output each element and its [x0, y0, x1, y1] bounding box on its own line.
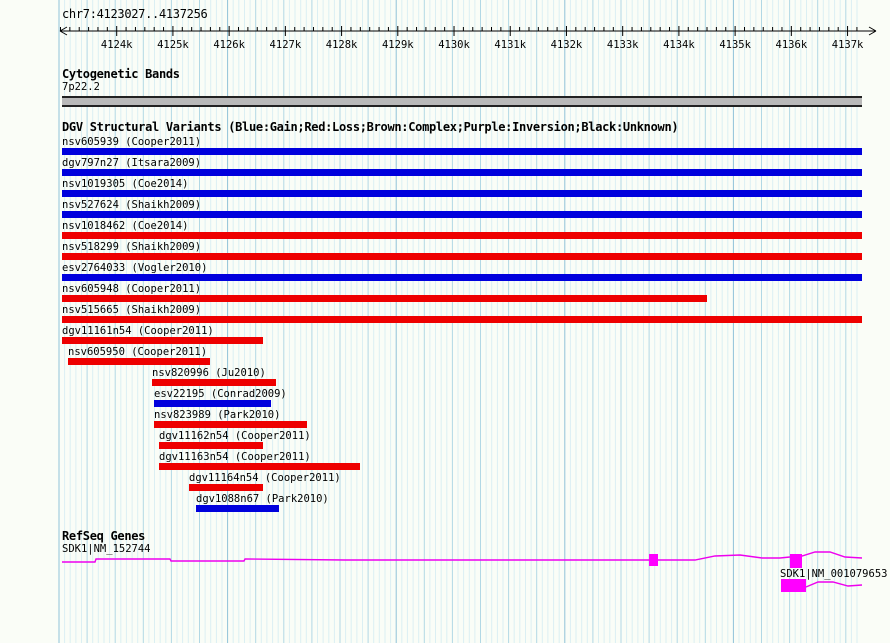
variant-label: dgv1088n67 (Park2010) [196, 493, 329, 505]
variant-label: nsv1019305 (Coe2014) [62, 178, 189, 190]
variant-bar[interactable] [62, 232, 862, 239]
refseq-heading: RefSeq Genes [62, 529, 146, 543]
variant-bar[interactable] [154, 400, 271, 407]
ruler-tick-label: 4133k [607, 39, 639, 51]
ruler-tick-label: 4126k [213, 39, 245, 51]
gene-model-line[interactable] [805, 581, 863, 588]
variant-label: nsv518299 (Shaikh2009) [62, 241, 202, 253]
ruler-tick-label: 4135k [719, 39, 751, 51]
variant-label: dgv11162n54 (Cooper2011) [159, 430, 311, 442]
variant-bar[interactable] [154, 421, 307, 428]
gene-exon[interactable] [649, 554, 658, 566]
variant-bar[interactable] [62, 169, 862, 176]
variant-label: nsv605948 (Cooper2011) [62, 283, 202, 295]
variant-label: dgv11163n54 (Cooper2011) [159, 451, 311, 463]
variant-label: esv22195 (Conrad2009) [154, 388, 287, 400]
ruler-tick-label: 4136k [776, 39, 808, 51]
ruler-tick-label: 4127k [270, 39, 302, 51]
variant-label: dgv11164n54 (Cooper2011) [189, 472, 341, 484]
dgv-heading: DGV Structural Variants (Blue:Gain;Red:L… [62, 120, 679, 134]
gene-label: SDK1|NM_001079653 [780, 568, 888, 580]
cytogenetic-bands-heading: Cytogenetic Bands [62, 67, 180, 81]
variant-bar[interactable] [152, 379, 276, 386]
variant-label: nsv605939 (Cooper2011) [62, 136, 202, 148]
variant-bar[interactable] [62, 337, 263, 344]
variant-bar[interactable] [62, 295, 707, 302]
ruler-tick-label: 4125k [157, 39, 189, 51]
left-arrow-icon [59, 26, 68, 36]
ruler-tick-label: 4137k [832, 39, 864, 51]
position-title: chr7:4123027..4137256 [62, 7, 208, 21]
position-ruler[interactable]: 4124k 4125k 4126k 4127k 4128k 4129k 4130k 4131k… [0, 0, 890, 56]
variant-bar[interactable] [62, 274, 862, 281]
ruler-tick-label: 4134k [663, 39, 695, 51]
ruler-tick-label: 4131k [494, 39, 526, 51]
variant-bar[interactable] [62, 190, 862, 197]
gene-exon[interactable] [790, 554, 802, 568]
ruler-tick-label: 4132k [551, 39, 583, 51]
gene-label: SDK1|NM_152744 [62, 543, 151, 555]
variant-label: nsv605950 (Cooper2011) [68, 346, 208, 358]
gene-exon[interactable] [781, 579, 806, 592]
variant-bar[interactable] [159, 463, 360, 470]
variant-bar[interactable] [196, 505, 279, 512]
ruler-tick-label: 4129k [382, 39, 414, 51]
variant-bar[interactable] [159, 442, 263, 449]
ruler-tick-label: 4128k [326, 39, 358, 51]
ruler-tick-label: 4130k [438, 39, 470, 51]
variant-label: nsv823989 (Park2010) [154, 409, 281, 421]
variant-label: esv2764033 (Vogler2010) [62, 262, 208, 274]
variant-bar[interactable] [62, 316, 862, 323]
variant-bar[interactable] [62, 148, 862, 155]
variant-label: nsv820996 (Ju2010) [152, 367, 266, 379]
variant-label: dgv797n27 (Itsara2009) [62, 157, 202, 169]
variant-label: nsv1018462 (Coe2014) [62, 220, 189, 232]
variant-bar[interactable] [68, 358, 210, 365]
variant-bar[interactable] [189, 484, 263, 491]
cytogenetic-band-label: 7p22.2 [62, 81, 100, 93]
variant-label: dgv11161n54 (Cooper2011) [62, 325, 214, 337]
variant-bar[interactable] [62, 211, 862, 218]
variant-label: nsv527624 (Shaikh2009) [62, 199, 202, 211]
variant-label: nsv515665 (Shaikh2009) [62, 304, 202, 316]
variant-bar[interactable] [62, 253, 862, 260]
right-arrow-icon [868, 26, 877, 36]
ruler-tick-label: 4124k [101, 39, 133, 51]
gene-model-line[interactable] [62, 551, 863, 563]
cytogenetic-band-bar[interactable] [62, 96, 862, 107]
